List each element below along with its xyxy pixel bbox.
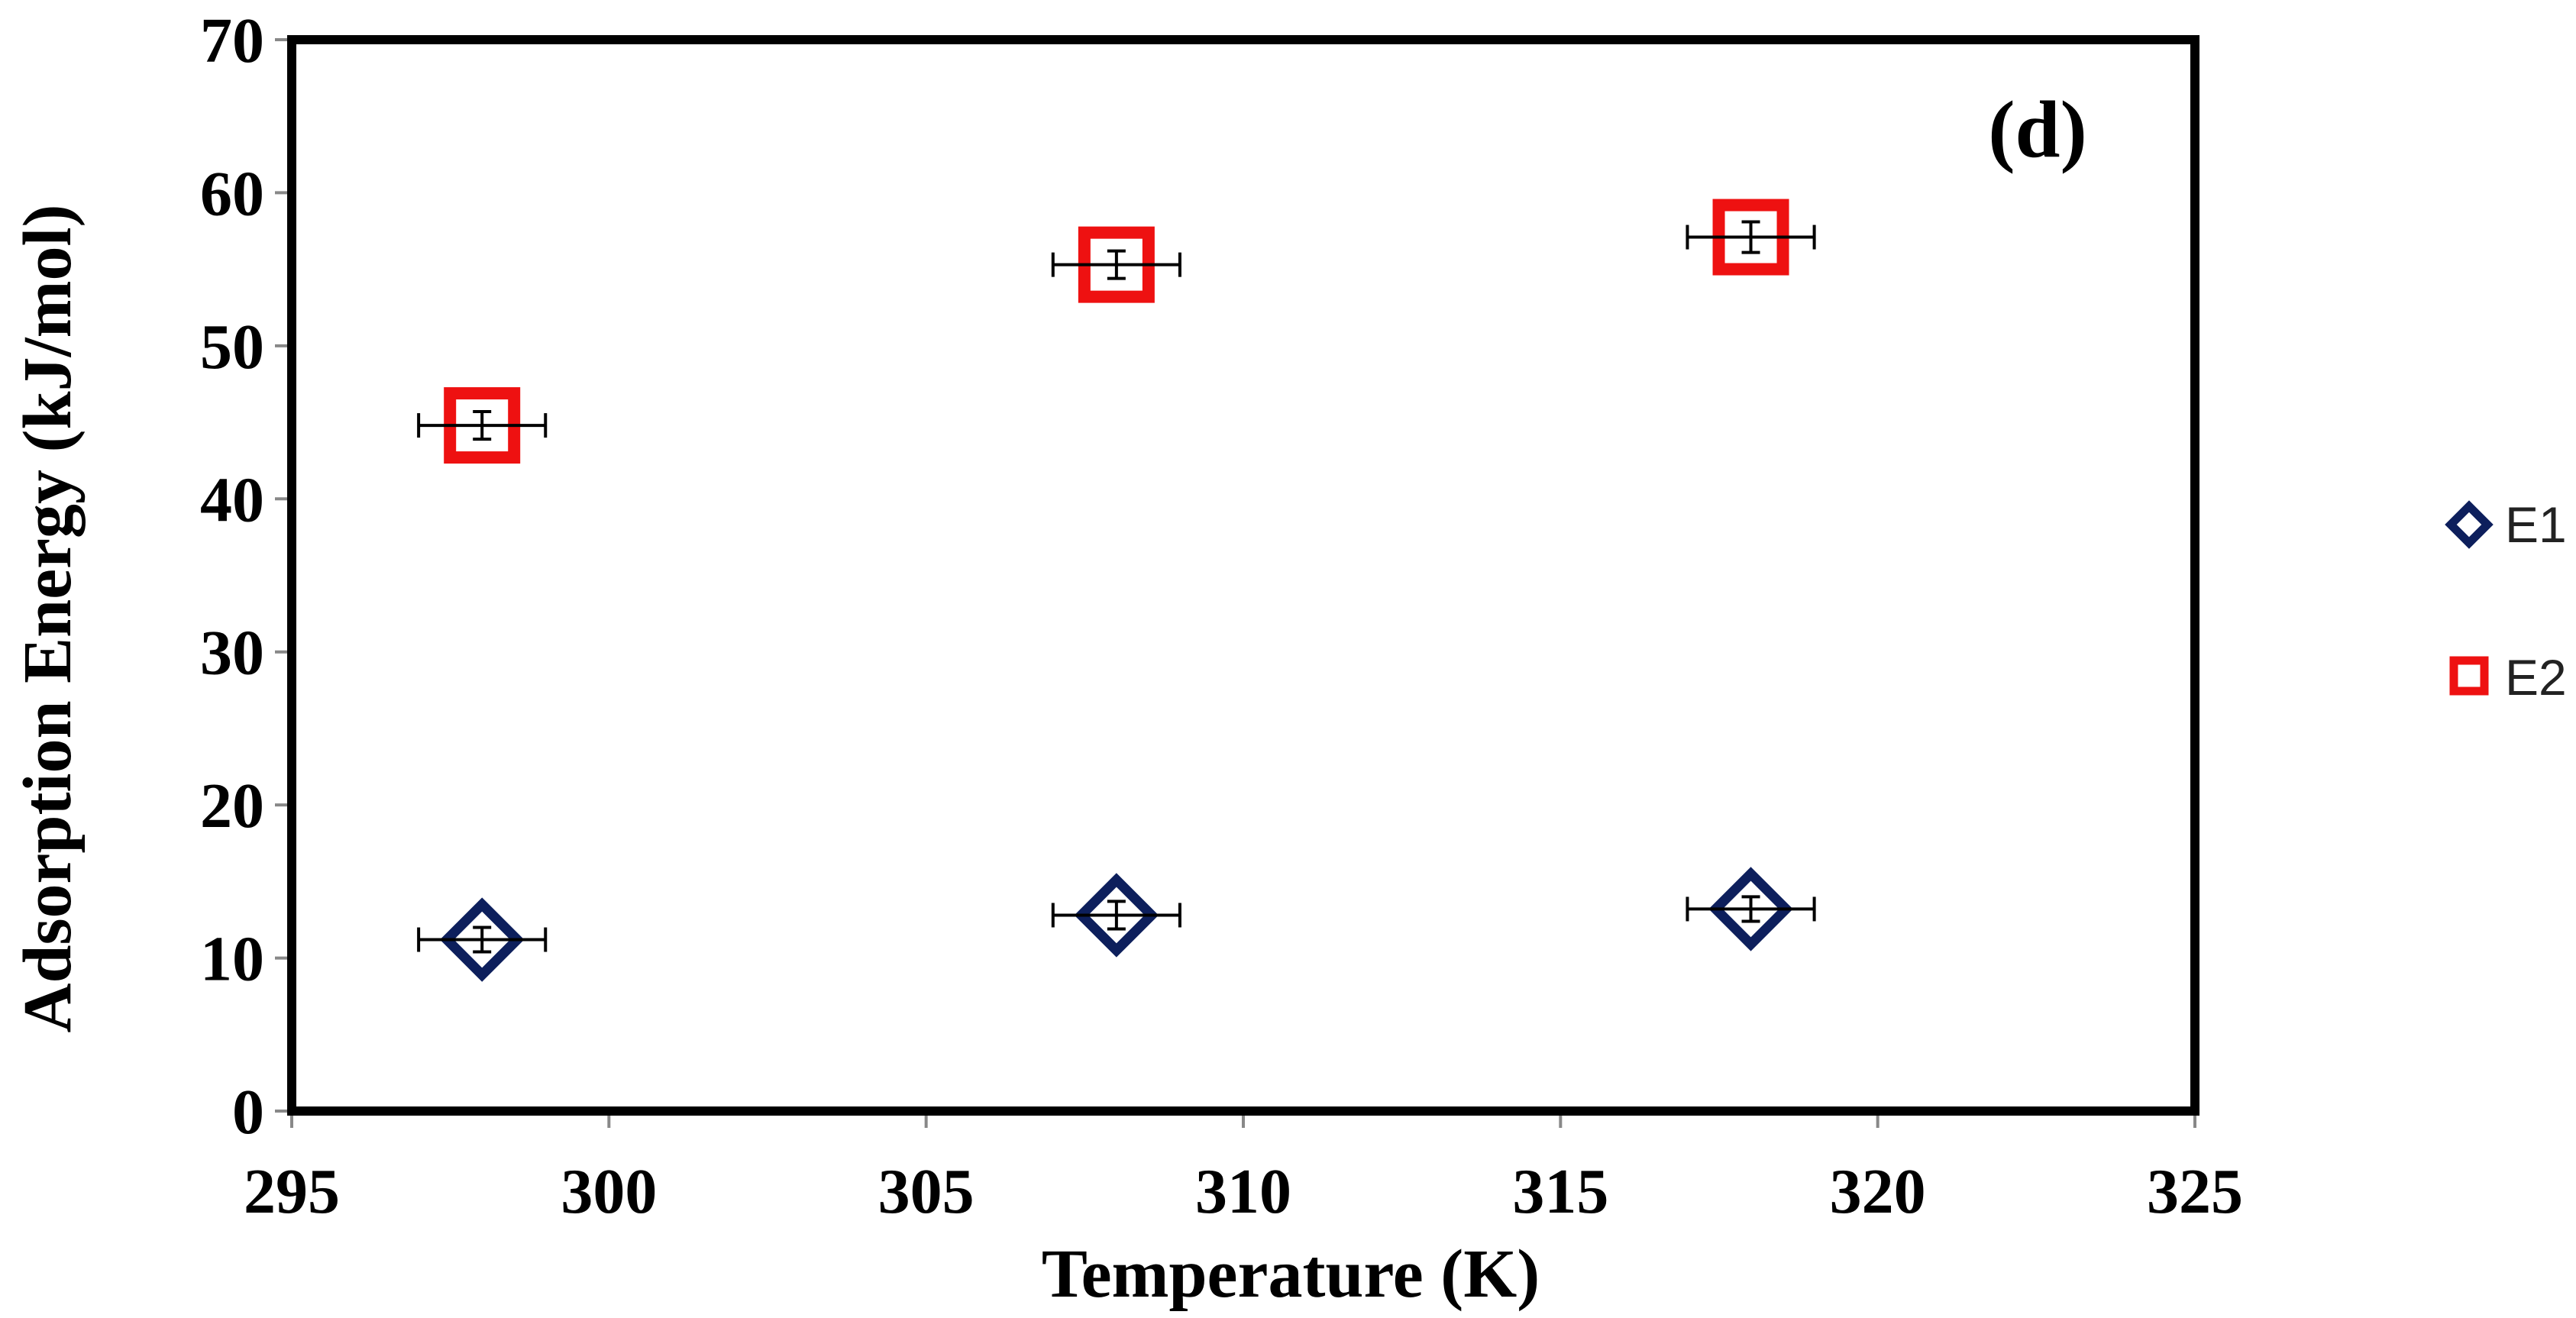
x-tick-label: 315	[1512, 1156, 1608, 1227]
x-tick-label: 300	[561, 1156, 657, 1227]
x-axis-title: Temperature (K)	[1042, 1236, 1540, 1312]
legend-label-e1: E1	[2505, 496, 2567, 553]
y-tick-label: 70	[200, 5, 264, 76]
x-tick-label: 320	[1830, 1156, 1926, 1227]
x-tick-label: 295	[244, 1156, 340, 1227]
error-bars	[417, 220, 1816, 954]
x-tick-label: 310	[1195, 1156, 1291, 1227]
y-tick-label: 30	[200, 618, 264, 689]
legend: E1 E2	[2445, 496, 2567, 706]
x-tick-label: 325	[2147, 1156, 2243, 1227]
y-tick-label: 60	[200, 158, 264, 229]
y-axis-title: Adsorption Energy (kJ/mol)	[10, 204, 86, 1032]
y-tick-label: 0	[232, 1077, 264, 1148]
legend-marker-diamond	[2445, 500, 2494, 549]
legend-entry-e1: E1	[2445, 496, 2567, 553]
tick-labels: 0 10 20 30 40 50 60 70 295 300 305 310 315 320 325	[200, 5, 2243, 1227]
legend-label-e2: E2	[2505, 649, 2567, 706]
y-tick-label: 10	[200, 924, 264, 995]
x-tick-label: 305	[878, 1156, 974, 1227]
y-tick-label: 40	[200, 464, 264, 535]
panel-label: (d)	[1988, 85, 2087, 174]
plot-area-border	[287, 35, 2199, 1116]
y-tick-label: 20	[200, 770, 264, 842]
legend-entry-e2: E2	[2449, 649, 2567, 706]
y-tick-label: 50	[200, 312, 264, 383]
legend-marker-square	[2449, 656, 2489, 696]
